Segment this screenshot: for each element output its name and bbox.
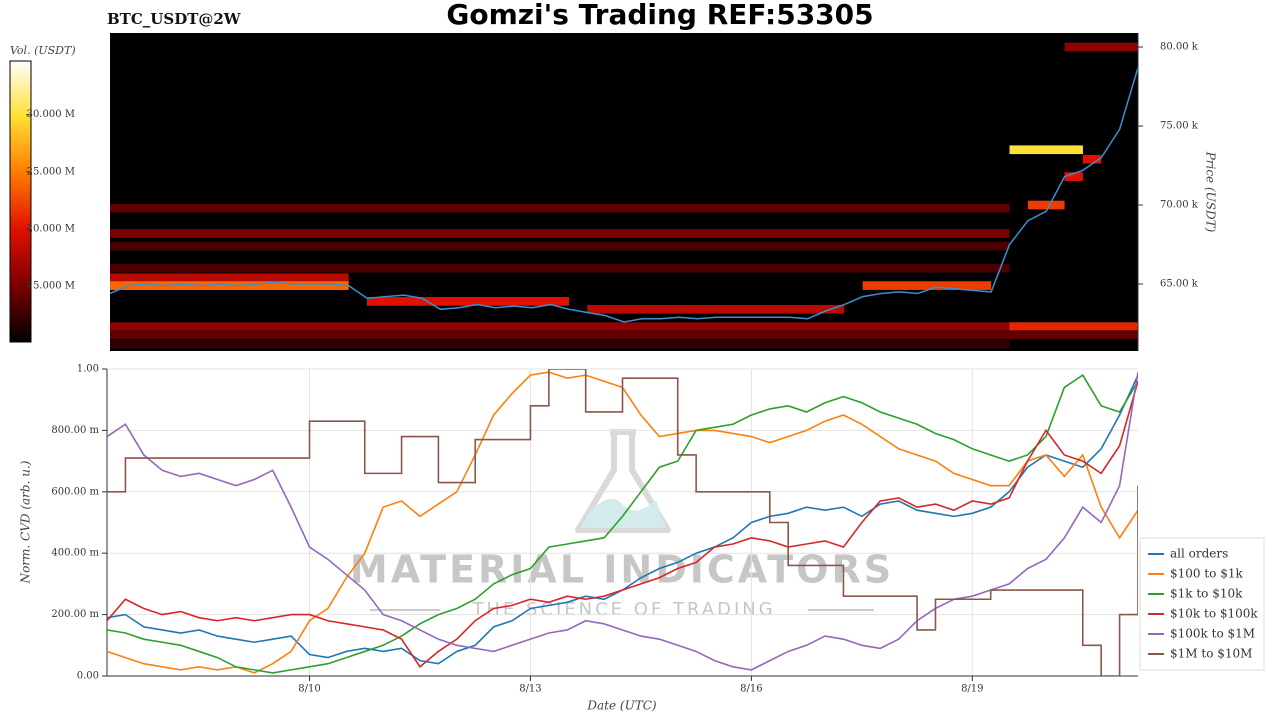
colorbar-tick-label: 30.000 M [27, 109, 75, 120]
x-tick-label: 8/13 [519, 684, 541, 695]
series-line [107, 374, 1138, 674]
chart-subtitle: BTC_USDT@2W [107, 10, 242, 28]
y-axis-label: Norm. CVD (arb. u.) [19, 460, 33, 584]
heatmap-cell [110, 273, 349, 283]
heatmap-cell [1027, 200, 1065, 210]
heatmap-cell [1009, 322, 1138, 332]
chart-title: Gomzi's Trading REF:53305 [446, 0, 873, 31]
heatmap-cell [1064, 172, 1083, 181]
watermark-title: MATERIAL INDICATORS [350, 548, 894, 592]
y-tick-label: 0.00 [77, 671, 99, 682]
legend: all orders $100 to $1k $1k to $10k $10k to … [1139, 537, 1265, 671]
watermark-icon [575, 429, 671, 533]
legend-box [1139, 537, 1265, 671]
legend-label: $1M to $10M [1170, 647, 1252, 661]
heatmap-cell [1082, 154, 1102, 164]
legend-label: $1k to $10k [1170, 587, 1243, 601]
x-tick-label: 8/19 [961, 684, 983, 695]
heatmap-cell [110, 229, 1010, 238]
legend-label: all orders [1170, 547, 1228, 561]
heatmap-cell [1009, 145, 1083, 155]
x-tick-label: 8/16 [740, 684, 762, 695]
y-axis-label: Price (USDT) [1204, 151, 1218, 233]
y-tick-label: 400.00 m [51, 548, 99, 559]
series-line [107, 381, 1138, 668]
y-tick-label: 65.00 k [1160, 279, 1199, 290]
x-tick-label: 8/10 [298, 684, 320, 695]
heatmap-background [110, 33, 1138, 351]
colorbar-tick-label: 15.000 M [27, 281, 75, 292]
heatmap-cell [110, 322, 1010, 332]
heatmap-cell [110, 203, 1010, 213]
heatmap-cell [587, 304, 845, 314]
legend-label: $10k to $100k [1170, 607, 1258, 621]
heatmap-cell [110, 241, 1010, 251]
heatmap-cell [110, 339, 1010, 349]
legend-label: $100k to $1M [1170, 627, 1255, 641]
y-tick-label: 70.00 k [1160, 200, 1199, 211]
heatmap-cell [367, 297, 569, 306]
series-line [107, 369, 1138, 676]
heatmap-cell [110, 281, 349, 290]
legend-label: $100 to $1k [1170, 567, 1243, 581]
colorbar-tick-label: 20.000 M [27, 223, 75, 234]
x-axis-label: Date (UTC) [586, 699, 656, 713]
series-group [107, 369, 1138, 676]
heatmap-cell [1064, 42, 1138, 52]
y-tick-label: 80.00 k [1160, 42, 1199, 53]
y-tick-label: 800.00 m [51, 425, 99, 436]
y-tick-label: 600.00 m [51, 486, 99, 497]
colorbar [9, 60, 32, 343]
series-line [107, 371, 1138, 671]
price-line [110, 67, 1138, 323]
heatmap [110, 42, 1138, 349]
colorbar-label: Vol. (USDT) [10, 44, 76, 57]
colorbar-tick-label: 25.000 M [27, 166, 75, 177]
y-tick-label: 200.00 m [51, 609, 99, 620]
y-tick-label: 1.00 [77, 364, 99, 375]
heatmap-cell [110, 330, 1138, 339]
heatmap-cell [110, 263, 1010, 273]
y-tick-label: 75.00 k [1160, 121, 1199, 132]
heatmap-cell [862, 281, 992, 290]
